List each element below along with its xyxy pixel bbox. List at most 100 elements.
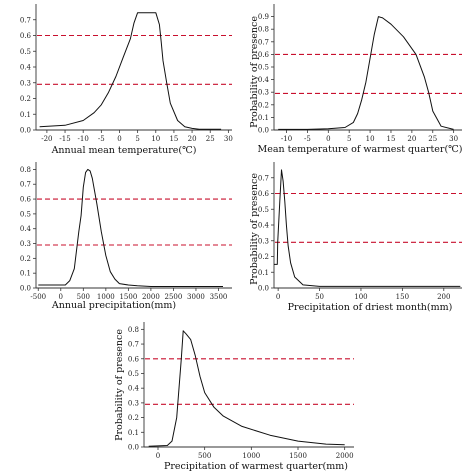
y-tick-label: 0.5 [20,210,31,218]
x-axis-label: Annual precipitation(mm) [51,300,176,311]
y-tick-label: 0.3 [128,399,139,407]
y-tick-label: 0.2 [128,414,139,422]
y-tick-label: 0.7 [128,341,139,349]
x-tick-label: 3000 [187,293,205,301]
response-curve [39,12,222,130]
x-tick-label: 0 [117,135,121,143]
x-tick-label: 100 [354,293,367,301]
y-tick-label: 0.5 [20,48,31,56]
y-tick-label: 0.4 [258,76,270,84]
y-tick-label: 0.3 [258,89,269,97]
response-curve [148,330,345,447]
y-tick-label: 0.9 [258,13,269,21]
y-tick-label: 0.7 [258,38,269,46]
x-tick-label: 3500 [210,293,228,301]
x-tick-label: 1000 [242,452,260,460]
response-curve [274,169,461,287]
y-tick-label: 0.7 [20,181,31,189]
x-tick-label: 2000 [336,452,354,460]
y-tick-label: 0.2 [20,255,31,263]
panel-precip-warmest-quarter: Precipitation of warmest quarter(mm) Pro… [114,322,354,472]
y-axis-label: Probability of presence [249,16,260,128]
x-tick-label: 10 [366,135,375,143]
y-axis-label: Probability of presence [249,173,260,285]
x-axis-label: Mean temperature of warmest quarter(℃) [258,144,463,155]
x-tick-label: -20 [41,135,52,143]
x-tick-label: 30 [449,135,458,143]
y-tick-label: 0.1 [20,270,31,278]
y-tick-label: 0.2 [258,253,269,261]
y-tick-label: 0.8 [128,326,139,334]
x-tick-label: 1500 [119,293,137,301]
y-tick-label: 0.5 [128,370,139,378]
x-tick-label: 10 [151,135,160,143]
y-tick-label: 0.3 [258,237,269,245]
x-tick-label: 1500 [289,452,307,460]
y-tick-label: 0.6 [258,51,270,59]
x-tick-label: 15 [387,135,396,143]
y-tick-label: 0.8 [20,166,31,174]
x-tick-label: 0 [326,135,330,143]
x-tick-label: 20 [407,135,416,143]
y-tick-label: 0.2 [20,95,31,103]
x-axis-label: Precipitation of driest month(mm) [288,302,453,313]
x-tick-label: 0 [276,293,280,301]
response-curve [278,16,454,130]
y-tick-label: 0.8 [258,26,269,34]
x-tick-label: 50 [315,293,324,301]
x-tick-label: 2500 [165,293,183,301]
x-tick-label: 15 [169,135,178,143]
x-tick-label: -10 [281,135,292,143]
y-tick-label: 0.1 [128,429,139,437]
x-tick-label: -15 [59,135,70,143]
x-tick-label: 500 [198,452,211,460]
y-tick-label: 0.0 [20,285,31,293]
x-tick-label: 5 [135,135,139,143]
x-tick-label: 20 [188,135,197,143]
y-tick-label: 0.4 [20,225,32,233]
y-tick-label: 0.3 [20,240,31,248]
y-tick-label: 0.4 [20,64,32,72]
y-tick-label: 0.5 [258,206,269,214]
y-tick-label: 0.4 [128,385,140,393]
x-axis-label: Annual mean temperature(℃) [51,145,197,156]
y-tick-label: 0.0 [128,444,139,452]
response-curve [38,168,223,287]
y-tick-label: 0.6 [20,196,32,204]
panel-annual-mean-temperature: Annual mean temperature(℃) 0.0 0.1 0.2 0.3 0… [20,4,233,156]
x-tick-label: 150 [396,293,409,301]
x-tick-label: 2000 [142,293,160,301]
x-tick-label: 0 [59,293,63,301]
y-tick-label: 0.5 [258,64,269,72]
y-tick-label: 0.0 [20,127,31,135]
x-tick-label: 30 [224,135,233,143]
x-tick-label: 25 [428,135,437,143]
x-tick-label: 25 [206,135,215,143]
y-tick-label: 0.6 [20,32,32,40]
x-tick-label: 1000 [97,293,115,301]
x-tick-label: 0 [156,452,160,460]
x-tick-label: -5 [304,135,311,143]
y-tick-label: 0.2 [258,101,269,109]
x-tick-label: 500 [77,293,90,301]
y-tick-label: 0.7 [20,16,31,24]
y-tick-label: 0.1 [258,269,269,277]
x-tick-label: -5 [98,135,105,143]
y-tick-label: 0.7 [258,174,269,182]
x-tick-label: 200 [437,293,450,301]
y-tick-label: 0.0 [258,127,269,135]
y-tick-label: 0.1 [258,114,269,122]
y-axis-label: Probability of presence [114,329,125,441]
x-tick-label: 5 [347,135,351,143]
panel-mean-temp-warmest-quarter: Mean temperature of warmest quarter(℃) P… [249,4,463,155]
y-tick-label: 0.4 [258,222,270,230]
y-tick-label: 0.6 [258,190,270,198]
y-tick-label: 0.0 [258,285,269,293]
y-tick-label: 0.3 [20,79,31,87]
panel-annual-precipitation: Annual precipitation(mm) 0.0 0.1 0.2 0.3 0.4… [20,162,232,311]
x-axis-label: Precipitation of warmest quarter(mm) [164,461,348,472]
x-tick-label: -500 [30,293,46,301]
panel-precip-driest-month: Precipitation of driest month(mm) Probab… [249,162,462,313]
y-tick-label: 0.6 [128,355,140,363]
